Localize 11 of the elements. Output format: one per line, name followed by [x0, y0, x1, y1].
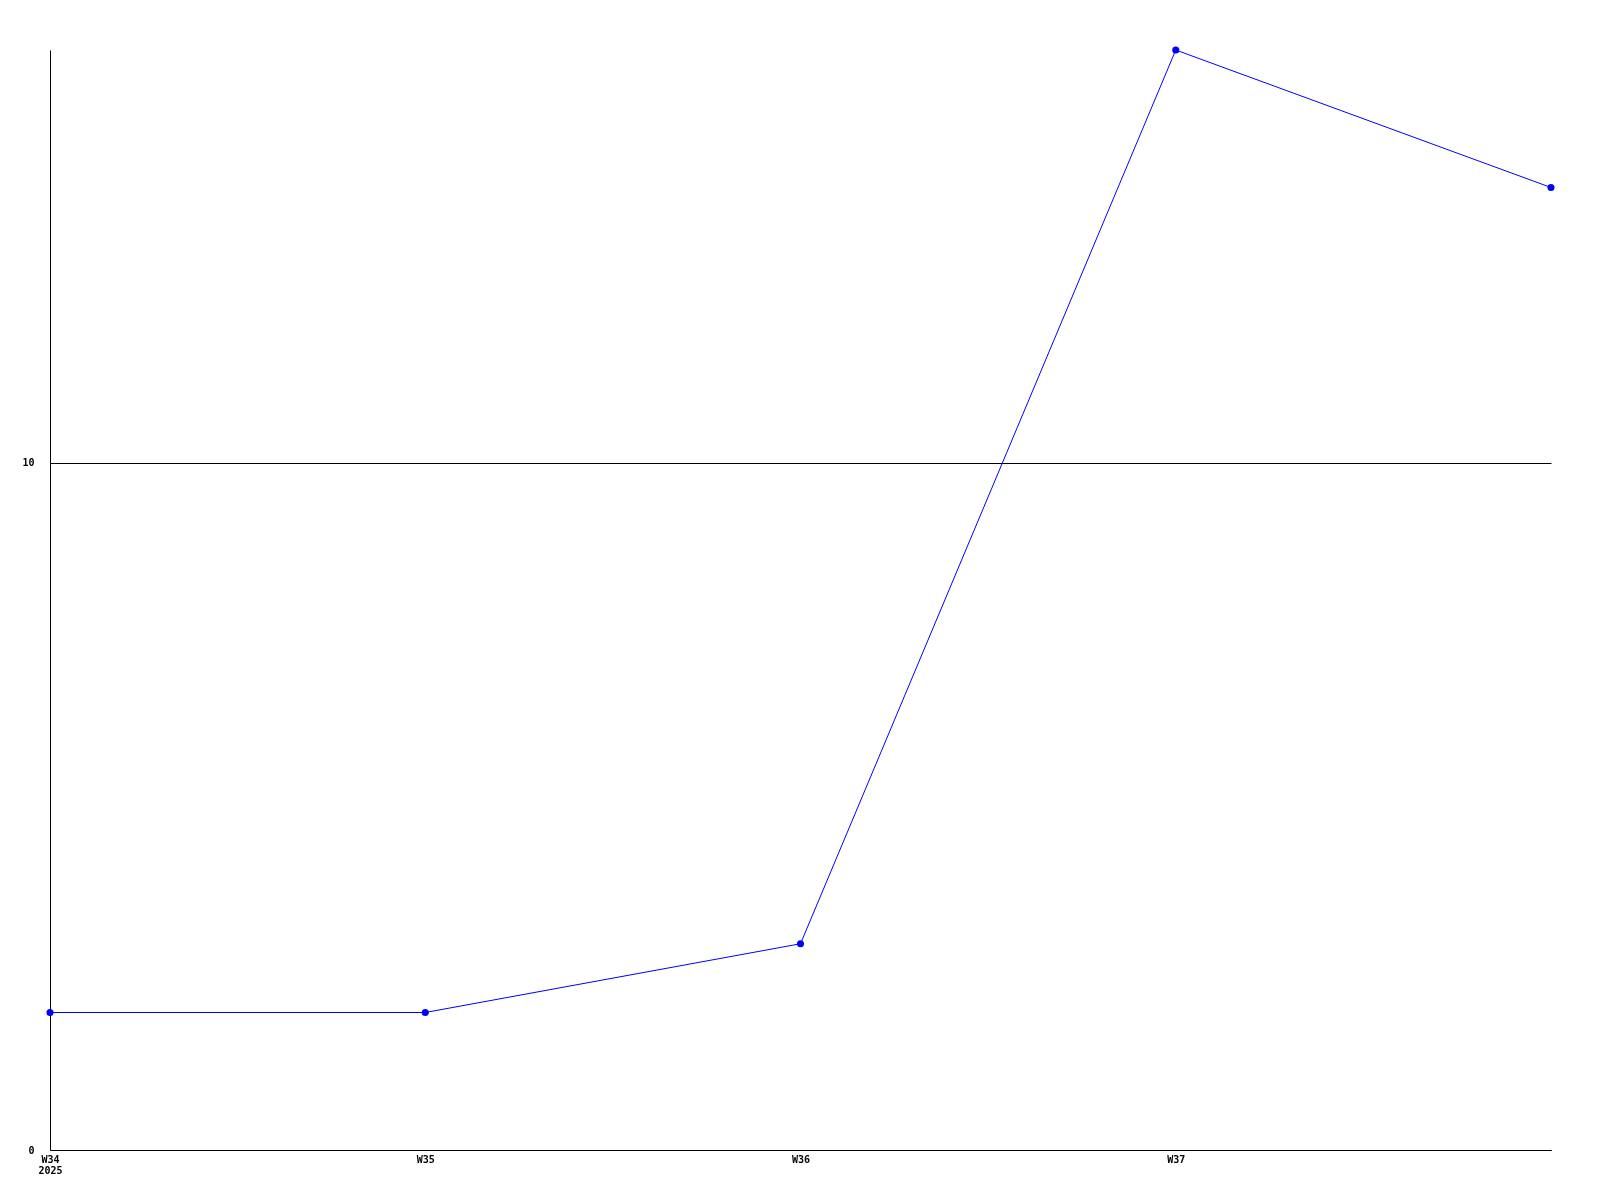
x-tick-label: W35 — [416, 1153, 435, 1165]
x-tick-label: W36 — [791, 1153, 811, 1165]
y-tick-label: 10 — [22, 457, 35, 468]
point — [421, 1008, 429, 1017]
x-tick-label: W34 2025 — [38, 1153, 63, 1176]
point — [1172, 46, 1180, 54]
point — [46, 1008, 54, 1017]
point — [796, 940, 805, 948]
x-tick-label: W37 — [1167, 1153, 1186, 1165]
y-tick-label: 0 — [28, 1144, 35, 1156]
point — [1547, 183, 1555, 192]
